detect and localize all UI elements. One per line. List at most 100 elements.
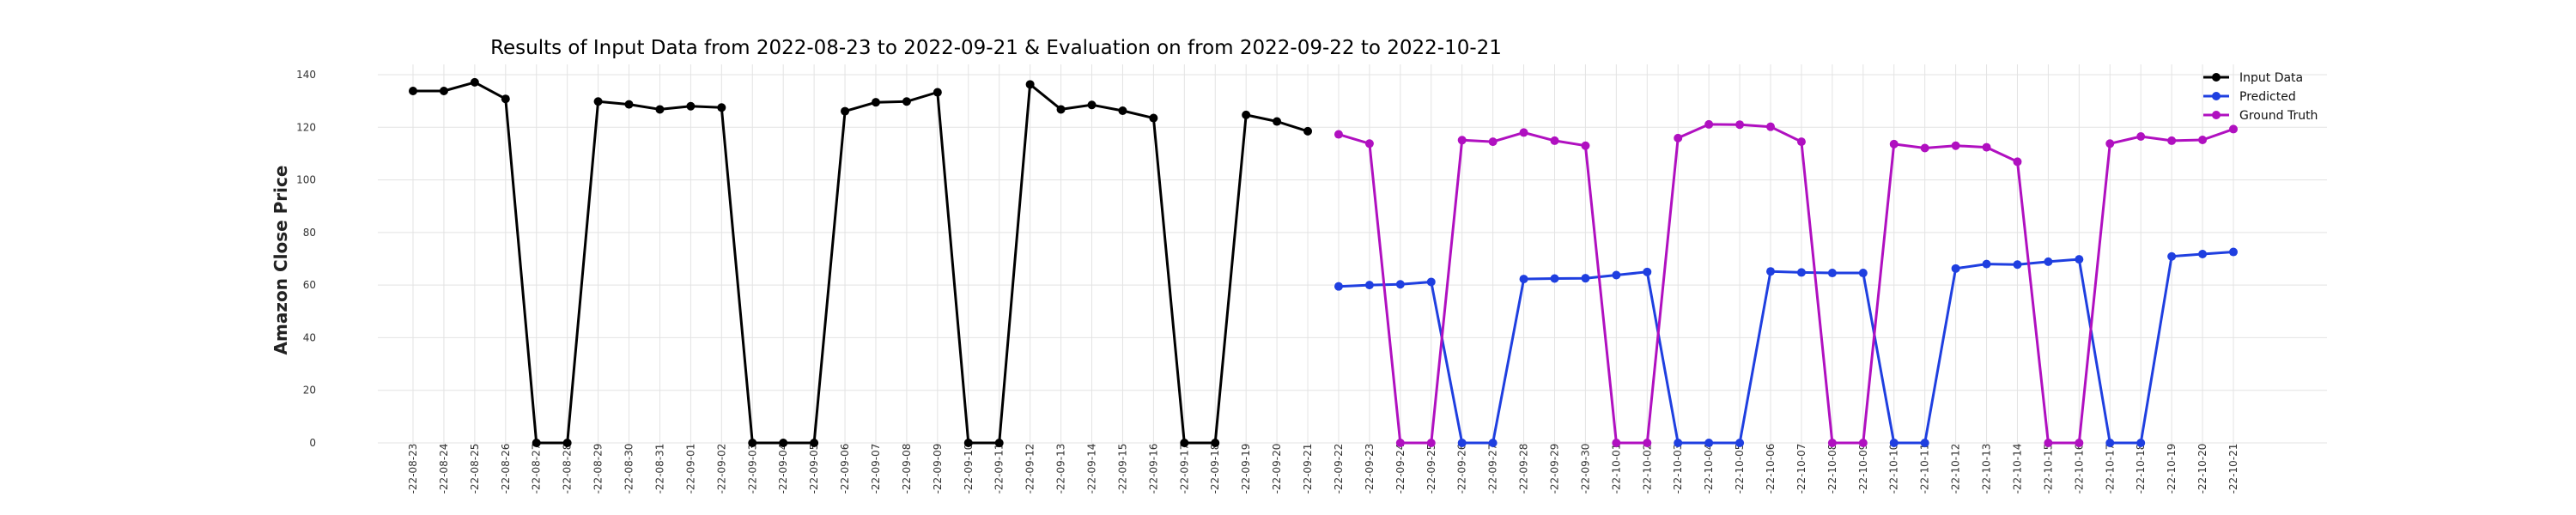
- data-point-predicted: [1982, 259, 1991, 269]
- data-point-predicted: [1889, 439, 1899, 447]
- data-point-input-data: [439, 86, 448, 95]
- y-axis-label: Amazon Close Price: [270, 166, 291, 355]
- data-point-predicted: [1550, 274, 1559, 283]
- series-lines: [409, 77, 2238, 447]
- data-point-input-data: [1118, 106, 1127, 115]
- x-tick-label: -22-10-13: [1981, 444, 1993, 494]
- data-point-input-data: [871, 98, 880, 107]
- data-point-predicted: [1766, 267, 1776, 276]
- x-tick-label: -22-09-28: [1518, 444, 1530, 494]
- data-point-ground-truth: [1364, 139, 1374, 148]
- data-point-ground-truth: [2105, 139, 2115, 148]
- data-point-predicted: [1612, 270, 1621, 280]
- data-point-predicted: [2167, 251, 2177, 261]
- x-tick-label: -22-10-07: [1795, 444, 1807, 494]
- x-tick-label: -22-10-12: [1950, 444, 1962, 494]
- data-point-predicted: [1643, 267, 1652, 276]
- x-tick-label: -22-08-28: [562, 444, 574, 494]
- data-point-input-data: [624, 100, 634, 109]
- x-tick-label: -22-10-20: [2196, 444, 2208, 494]
- x-tick-label: -22-09-15: [1116, 444, 1128, 494]
- data-point-input-data: [409, 86, 417, 95]
- data-point-input-data: [994, 439, 1004, 447]
- y-tick-label: 100: [296, 174, 316, 186]
- y-tick-label: 80: [303, 227, 316, 239]
- data-point-input-data: [532, 439, 541, 447]
- x-tick-label: -22-09-05: [808, 444, 820, 494]
- data-point-ground-truth: [1827, 439, 1837, 447]
- x-tick-label: -22-09-20: [1271, 444, 1283, 494]
- x-tick-label: -22-09-23: [1364, 444, 1376, 494]
- x-tick-label: -22-09-03: [746, 444, 758, 494]
- data-point-ground-truth: [1858, 439, 1868, 447]
- data-point-ground-truth: [1643, 439, 1652, 447]
- data-point-input-data: [1056, 105, 1066, 114]
- data-point-input-data: [748, 439, 757, 447]
- y-tick-label: 120: [296, 121, 316, 133]
- grid-lines: [378, 64, 2327, 448]
- x-tick-label: -22-08-30: [623, 444, 635, 494]
- x-tick-label: -22-10-03: [1672, 444, 1684, 494]
- x-tick-label: -22-09-26: [1456, 444, 1468, 494]
- x-tick-label: -22-09-27: [1487, 444, 1499, 494]
- data-point-predicted: [1334, 282, 1343, 291]
- data-point-ground-truth: [1519, 128, 1528, 137]
- x-tick-label: -22-09-21: [1302, 444, 1314, 494]
- data-point-predicted: [1735, 439, 1745, 447]
- data-point-ground-truth: [1612, 439, 1621, 447]
- x-tick-label: -22-10-05: [1734, 444, 1746, 494]
- data-point-ground-truth: [1889, 139, 1899, 148]
- x-tick-label: -22-10-04: [1703, 444, 1715, 494]
- data-point-predicted: [2198, 249, 2208, 258]
- data-point-input-data: [1025, 80, 1035, 89]
- x-tick-label: -22-10-18: [2135, 444, 2147, 494]
- x-tick-label: -22-09-24: [1394, 444, 1406, 494]
- data-point-input-data: [1273, 117, 1282, 126]
- x-tick-label: -22-10-01: [1610, 444, 1622, 494]
- data-point-input-data: [779, 439, 788, 447]
- data-point-ground-truth: [1426, 439, 1436, 447]
- data-point-predicted: [2013, 260, 2022, 270]
- x-tick-label: -22-08-27: [531, 444, 543, 494]
- data-point-ground-truth: [1766, 122, 1776, 131]
- data-point-input-data: [1303, 126, 1313, 136]
- x-tick-label: -22-09-07: [870, 444, 882, 494]
- legend-item-input-data: Input Data: [2203, 71, 2303, 85]
- series-input-data: [409, 77, 1313, 447]
- data-point-predicted: [1581, 274, 1590, 283]
- x-tick-label: -22-09-14: [1086, 444, 1098, 494]
- x-tick-label: -22-10-10: [1888, 444, 1900, 494]
- data-point-ground-truth: [1982, 142, 1991, 152]
- data-point-predicted: [1488, 439, 1498, 447]
- x-tick-label: -22-10-09: [1857, 444, 1869, 494]
- data-point-input-data: [810, 439, 819, 447]
- x-tick-label: -22-09-13: [1055, 444, 1067, 494]
- data-point-predicted: [1827, 269, 1837, 278]
- x-tick-label: -22-09-18: [1209, 444, 1221, 494]
- data-point-ground-truth: [1951, 141, 1960, 150]
- x-tick-label: -22-08-31: [653, 444, 665, 494]
- data-point-input-data: [1149, 113, 1158, 123]
- data-point-ground-truth: [1581, 141, 1590, 150]
- series-line-predicted: [1338, 251, 2234, 445]
- x-tick-label: -22-08-24: [438, 444, 450, 494]
- x-tick-label: -22-08-29: [592, 444, 605, 494]
- data-point-predicted: [1704, 439, 1714, 447]
- series-line-ground-truth: [1338, 123, 2234, 445]
- data-point-predicted: [1457, 439, 1467, 447]
- data-point-predicted: [1395, 280, 1405, 289]
- x-tick-label: -22-09-06: [839, 444, 851, 494]
- data-point-ground-truth: [1704, 119, 1714, 129]
- data-point-input-data: [655, 105, 665, 114]
- data-point-ground-truth: [2044, 439, 2053, 447]
- x-tick-label: -22-09-02: [715, 444, 727, 494]
- data-point-predicted: [2136, 439, 2146, 447]
- legend-swatch-marker: [2212, 92, 2221, 100]
- data-point-predicted: [2229, 247, 2238, 257]
- data-point-ground-truth: [1395, 439, 1405, 447]
- x-tick-label: -22-10-02: [1641, 444, 1653, 494]
- y-tick-label: 20: [303, 385, 316, 397]
- y-tick-label: 140: [296, 69, 316, 81]
- data-point-predicted: [1426, 277, 1436, 287]
